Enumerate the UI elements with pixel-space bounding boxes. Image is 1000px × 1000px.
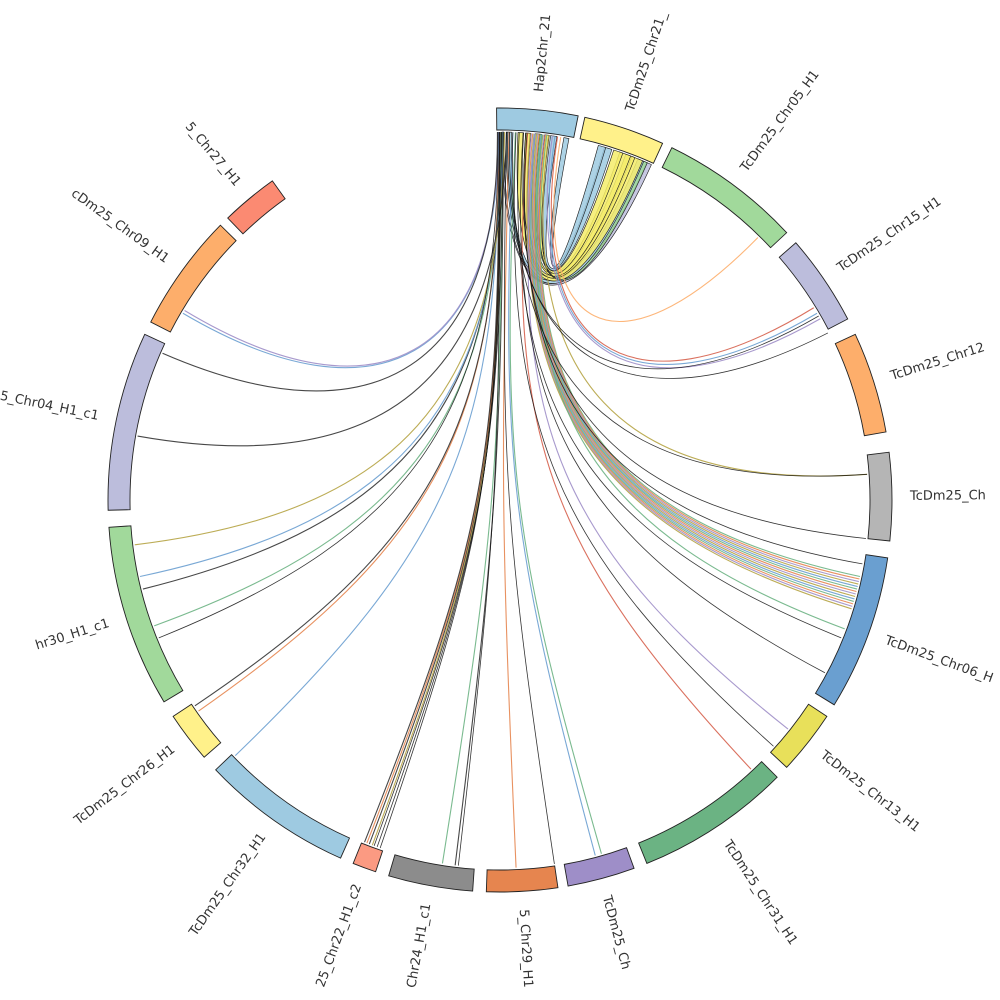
link-outline-5 — [503, 132, 555, 865]
link-13 — [531, 133, 856, 598]
link-2 — [548, 136, 818, 365]
segment-tcdm25-chr22-h1-c2 — [352, 842, 384, 873]
link-12 — [532, 133, 856, 595]
link-outline-8 — [379, 131, 500, 849]
segment-label-tcdm25-chr30-h1-c1: hr30_H1_c1 — [34, 616, 112, 653]
segment-tcdm25-chr21-h1 — [579, 116, 664, 164]
segment-label-tcdm25-chr27-h1: 5_Chr27_H1 — [182, 120, 244, 190]
segment-label-tcdm25-chr12-h1: TcDm25_Chr12 — [888, 340, 987, 384]
segment-tcdm25-chr-purple — [563, 847, 635, 887]
segment-label-tcdm25-chr15-h1: TcDm25_Chr15_H1 — [834, 194, 944, 276]
link-0 — [553, 136, 759, 322]
segment-label-tcdm25-chr24-h1-c1: Chr24_H1_c1 — [404, 902, 434, 989]
link-1 — [550, 136, 815, 362]
link-18 — [526, 133, 852, 610]
segment-tcdm25-chr30-h1-c1 — [108, 525, 184, 703]
segment-tcdm25-chr13-h1 — [769, 703, 828, 768]
segment-label-tcdm25-chr04-h1-c1: TcDm25_Chr04_H1_c1 — [0, 380, 100, 424]
link-outline-4 — [513, 132, 774, 747]
link-outline-3 — [520, 132, 826, 674]
link-20 — [527, 133, 789, 730]
links-layer — [134, 131, 868, 868]
segment-tcdm25-chr06-h1 — [814, 554, 889, 706]
link-31 — [234, 131, 500, 757]
link-5 — [539, 134, 861, 578]
segment-label-tcdm25-chr29-h1: 5_Chr29_H1 — [516, 909, 535, 988]
segment-tcdm25-chr32-h1 — [215, 754, 351, 859]
segment-label-tcdm25-chr13-h1: TcDm25_Chr13_H1 — [817, 747, 923, 835]
link-23 — [508, 132, 596, 856]
link-outline-13 — [511, 132, 868, 477]
segment-label-tcdm25-chr31-h1: TcDm25_Chr31_H1 — [719, 837, 800, 948]
link-24 — [502, 132, 517, 868]
link-34 — [154, 131, 502, 627]
segment-tcdm25-chr05-h1 — [661, 147, 788, 249]
link-outline-11 — [507, 132, 819, 370]
segment-label-tcdm25-chr22-h1-c2: 25_Chr22_H1_c2 — [313, 882, 365, 989]
segment-hap2chr-21 — [496, 107, 579, 138]
segment-label-tcdm25-chr06-h1: TcDm25_Chr06_H — [882, 633, 995, 686]
link-16 — [528, 133, 854, 605]
link-30 — [364, 131, 500, 843]
link-outline-10 — [158, 132, 499, 639]
link-outline-6 — [373, 132, 504, 846]
link-41 — [162, 132, 498, 392]
link-14 — [530, 133, 855, 600]
segment-tcdm25-chr29-h1 — [485, 865, 559, 893]
segment-tcdm25-chr12-h1 — [834, 333, 887, 437]
segment-tcdm25-chr24-h1-c1 — [388, 854, 475, 892]
segment-label-tcdm25-chr-grey: TcDm25_Ch — [909, 488, 986, 504]
segment-tcdm25-chr-grey — [866, 451, 893, 542]
link-37 — [134, 132, 506, 546]
link-8 — [536, 134, 859, 585]
link-outline-12 — [509, 132, 829, 379]
link-outline-9 — [457, 131, 500, 866]
segments-layer — [107, 107, 893, 893]
link-band-6 — [550, 137, 607, 269]
link-10 — [534, 134, 858, 590]
segment-label-tcdm25-chr26-h1: TcDm25_Chr26_H1 — [71, 742, 178, 829]
segment-tcdm25-chr31-h1 — [638, 760, 778, 865]
segment-tcdm25-chr09-h1 — [150, 224, 237, 333]
segment-tcdm25-chr04-h1-c1 — [107, 333, 166, 511]
segment-tcdm25-chr26-h1 — [172, 703, 222, 758]
segment-label-tcdm25-chr32-h1: TcDm25_Chr32_H1 — [186, 830, 269, 939]
segment-tcdm25-chr27-h1 — [227, 180, 286, 235]
link-22 — [509, 132, 602, 854]
link-21 — [521, 132, 752, 770]
segment-label-tcdm25-chr09-h1: cDm25_Chr09_H1 — [68, 186, 171, 266]
link-11 — [533, 134, 857, 593]
link-outline-1 — [524, 132, 863, 565]
link-29 — [366, 131, 500, 844]
link-19 — [535, 134, 845, 630]
link-3 — [546, 135, 821, 369]
segment-label-tcdm25-chr05-h1: TcDm25_Chr05_H1 — [737, 68, 822, 176]
link-15 — [529, 133, 854, 602]
link-outline-2 — [517, 132, 842, 639]
link-38 — [137, 132, 507, 447]
link-6 — [538, 134, 860, 580]
link-4 — [542, 135, 868, 477]
segment-label-tcdm25-chr-purple: TcDm25_Ch — [599, 893, 633, 971]
segment-tcdm25-chr15-h1 — [778, 242, 849, 330]
segment-label-tcdm25-chr21-h1: TcDm25_Chr21_ — [623, 9, 671, 114]
segment-label-hap2chr-21: Hap2chr_21 — [532, 13, 554, 92]
link-outline-0 — [523, 132, 867, 539]
link-35 — [142, 132, 503, 590]
